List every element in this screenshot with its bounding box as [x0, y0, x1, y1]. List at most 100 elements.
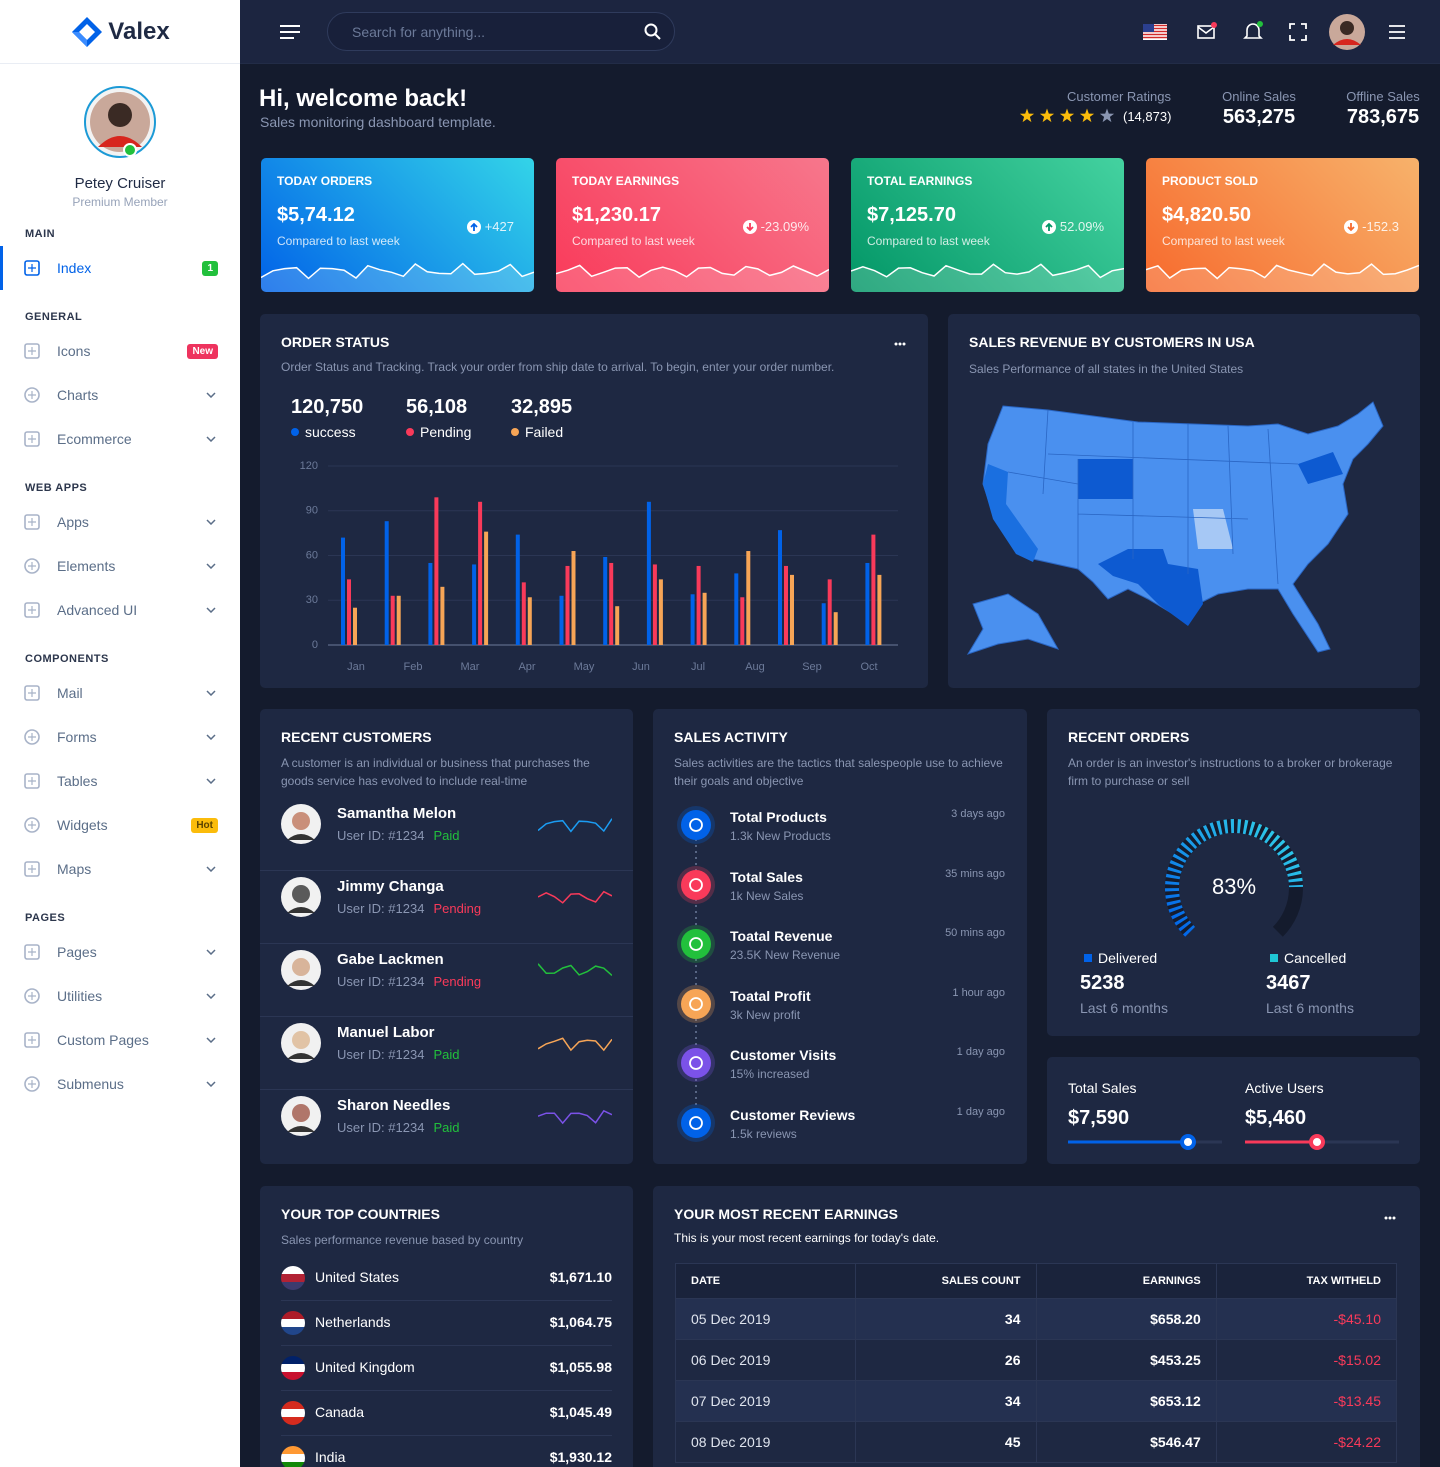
map-california[interactable] [983, 464, 1038, 562]
nav-icon [24, 729, 40, 745]
more-icon[interactable] [1384, 1216, 1396, 1220]
map-new-york[interactable] [1298, 452, 1343, 484]
table-row: 05 Dec 2019 34 $658.20 -$45.10 [674, 1298, 1398, 1340]
fullscreen-icon[interactable] [1288, 22, 1308, 42]
ratings-label: Customer Ratings [1066, 89, 1171, 104]
icon-glyph [689, 818, 703, 832]
table-cell: 34 [855, 1298, 1037, 1340]
table-row: 07 Dec 2019 34 $653.12 -$13.45 [674, 1380, 1398, 1422]
nav-item[interactable]: Charts [0, 373, 240, 417]
country-name: Netherlands [315, 1314, 391, 1330]
avatar-body [287, 907, 315, 913]
customer-name: Manuel Labor [337, 1024, 435, 1041]
activity-time: 50 mins ago [945, 927, 1005, 940]
total-legend: Pending [406, 424, 471, 440]
table-cell: -$24.22 [1215, 1421, 1398, 1463]
stat-title: PRODUCT SOLD [1162, 174, 1258, 188]
bar [440, 586, 445, 645]
sparkline [261, 262, 534, 280]
chevron-shape [206, 866, 216, 872]
nav-label: Charts [57, 387, 99, 403]
bar [603, 556, 608, 645]
metric-label: Active Users [1245, 1080, 1324, 1096]
gauge: 83% [1165, 819, 1303, 937]
icon-shape [28, 606, 36, 614]
table-header: TAX WITHELD [1215, 1263, 1398, 1299]
y-tick-label: 90 [306, 505, 318, 517]
stat-title: TODAY EARNINGS [572, 174, 680, 188]
map-missouri[interactable] [1193, 509, 1233, 549]
order-stat-value: 3467 [1266, 972, 1311, 994]
nav-item[interactable]: Widgets Hot [0, 803, 240, 847]
flag-stripes [281, 1266, 305, 1290]
nav-item[interactable]: Maps [0, 847, 240, 891]
nav-icon [24, 817, 40, 833]
table-cell: $653.12 [1035, 1380, 1217, 1422]
activity-icon [677, 806, 715, 844]
icon-shape [24, 431, 40, 447]
nav-item[interactable]: Index 1 [0, 246, 240, 290]
legend-label: success [305, 424, 356, 440]
profile-name: Petey Cruiser [74, 175, 166, 192]
nav-item[interactable]: Tables [0, 759, 240, 803]
activity-title: Customer Reviews [730, 1107, 856, 1123]
sparkline [556, 264, 829, 279]
nav-icon [24, 343, 40, 359]
nav-item[interactable]: Submenus [0, 1062, 240, 1106]
logo[interactable]: Valex [0, 0, 240, 64]
order-status-card: ORDER STATUS Order Status and Tracking. … [260, 314, 928, 688]
nav-item[interactable]: Forms [0, 715, 240, 759]
stat-change: +427 [466, 219, 514, 234]
chevron [206, 778, 216, 784]
map-wyoming[interactable] [1078, 459, 1133, 499]
menu-toggle[interactable] [278, 22, 302, 42]
nav-item[interactable]: Custom Pages [0, 1018, 240, 1062]
sidebar-menu-icon[interactable] [1387, 22, 1407, 42]
icon-shape [28, 865, 36, 873]
slider-knob[interactable] [1180, 1134, 1196, 1150]
avatar-body [287, 980, 315, 986]
customer-sparkline [538, 890, 612, 904]
nav-item[interactable]: Pages [0, 930, 240, 974]
user-avatar[interactable] [1328, 13, 1366, 51]
table-header: EARNINGS [1035, 1263, 1217, 1299]
nav-item[interactable]: Elements [0, 544, 240, 588]
welcome-title: Hi, welcome back! [259, 85, 468, 112]
bar [690, 594, 695, 645]
more-icon[interactable] [894, 342, 906, 346]
x-tick-label: Apr [518, 661, 535, 673]
profile-avatar[interactable] [83, 85, 157, 159]
nav-item[interactable]: Icons New [0, 329, 240, 373]
customer-meta: User ID: #1234 Paid [337, 1120, 459, 1135]
nav-item[interactable]: Advanced UI [0, 588, 240, 632]
search-input[interactable]: Search for anything... [327, 12, 675, 51]
nav-item[interactable]: Ecommerce [0, 417, 240, 461]
x-tick-label: Mar [461, 661, 480, 673]
notification-icon[interactable] [1242, 20, 1264, 42]
icon-shape [28, 733, 36, 741]
country-flag [281, 1446, 305, 1467]
flag-stripe [281, 1446, 305, 1454]
nav-item[interactable]: Mail [0, 671, 240, 715]
legend-square [1270, 954, 1278, 962]
language-flag[interactable] [1143, 24, 1167, 40]
nav-icon [24, 685, 40, 701]
slider-knob[interactable] [1309, 1134, 1325, 1150]
table-cell: 45 [855, 1421, 1037, 1463]
trend-icon [1344, 219, 1359, 234]
bar [353, 607, 357, 645]
map-texas[interactable] [1098, 549, 1203, 626]
nav-item[interactable]: Apps [0, 500, 240, 544]
mail-icon[interactable] [1196, 21, 1218, 43]
icon-shape [28, 347, 36, 355]
map-alaska[interactable] [966, 593, 1060, 655]
summary-label: Online Sales [1222, 89, 1296, 104]
table-cell: -$45.10 [1215, 1298, 1398, 1340]
search-icon[interactable] [644, 23, 662, 41]
table-cell: $453.25 [1035, 1339, 1217, 1381]
y-tick-label: 0 [312, 639, 318, 651]
card-description: An order is an investor's instructions t… [1068, 756, 1393, 788]
nav-item[interactable]: Utilities [0, 974, 240, 1018]
section-title: COMPONENTS [25, 653, 109, 665]
